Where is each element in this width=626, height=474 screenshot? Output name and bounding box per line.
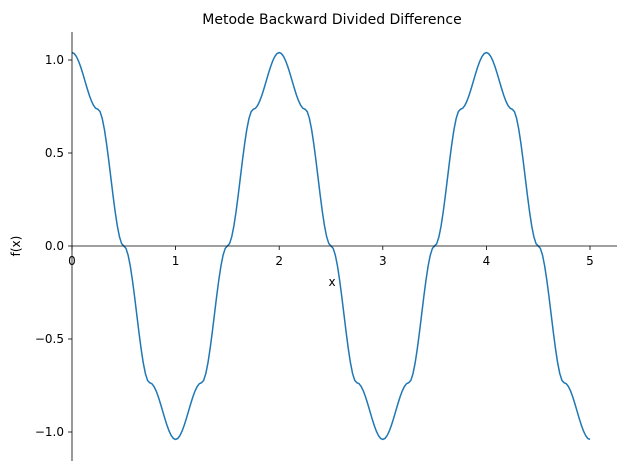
x-tick-label: 4 <box>483 254 491 268</box>
y-tick-label: 0.0 <box>45 239 64 253</box>
x-tick-label: 5 <box>586 254 594 268</box>
axes: 0 1 2 3 4 5 −1.0 −0.5 0.0 0.5 1.0 <box>35 32 617 461</box>
y-tick-label: 0.5 <box>45 146 64 160</box>
x-tick-label: 1 <box>172 254 180 268</box>
x-axis-label: x <box>328 275 335 289</box>
x-tick-label: 0 <box>68 254 76 268</box>
y-axis-label: f(x) <box>9 236 23 257</box>
chart-title: Metode Backward Divided Difference <box>202 12 461 28</box>
x-tick-label: 2 <box>275 254 283 268</box>
y-tick-label: 1.0 <box>45 53 64 67</box>
y-tick-label: −1.0 <box>35 425 64 439</box>
y-tick-label: −0.5 <box>35 332 64 346</box>
x-tick-label: 3 <box>379 254 387 268</box>
